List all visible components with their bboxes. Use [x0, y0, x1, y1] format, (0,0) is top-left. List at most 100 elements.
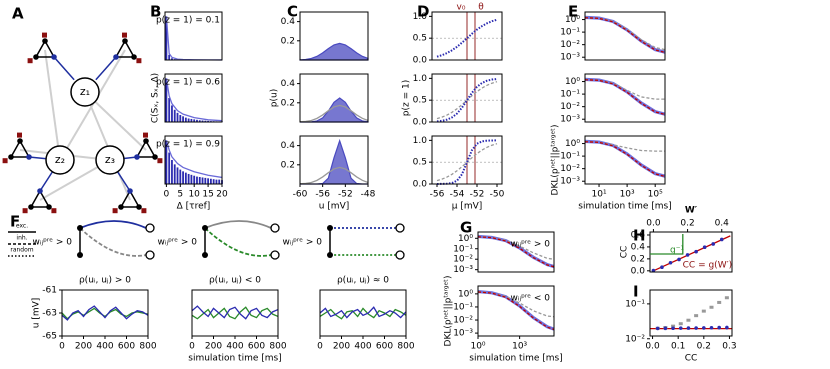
x-tick-label: -48 — [361, 190, 376, 200]
neuron — [127, 188, 133, 194]
chart: 0.2 0.4p(u) — [270, 73, 369, 123]
bar — [190, 118, 193, 122]
y-tick-label: 0.2 — [281, 98, 295, 108]
neuron — [77, 252, 83, 258]
panel-label: B — [150, 3, 161, 21]
chart: C(Sₓ, Sₓ, Δ)p(z = 1) = 0.6 — [151, 73, 223, 123]
arrow — [116, 170, 131, 192]
bar — [173, 164, 176, 184]
y-tick-label: 10⁰ — [458, 289, 473, 299]
bar — [196, 119, 198, 122]
neuron — [143, 138, 149, 144]
y-tick-label: 0.5 — [413, 96, 427, 106]
bar — [176, 112, 179, 122]
point — [685, 253, 690, 257]
plot-border — [431, 11, 503, 61]
neuron — [202, 252, 208, 258]
annotation: wᵢⱼᵖʳᵉ > 0 — [511, 240, 551, 250]
plot-border — [477, 231, 555, 273]
bar — [179, 115, 182, 122]
x-tick-label: 200 — [205, 342, 222, 352]
input-icon — [2, 158, 8, 164]
target — [395, 250, 405, 260]
target — [395, 223, 405, 233]
chart: 10⁰ 10⁻¹ 10⁻² 10⁻³ — [560, 73, 666, 125]
line — [191, 305, 279, 320]
bar — [173, 109, 176, 122]
x-tick-label: 800 — [397, 342, 414, 352]
bar — [204, 177, 207, 184]
chart: 0.0 0.5 1.0 v₀ θ — [413, 3, 503, 66]
plot-frame — [585, 12, 665, 60]
plot-border — [649, 231, 733, 273]
node-label: z₂ — [55, 153, 65, 166]
legend-f: exc. inh. random — [8, 223, 36, 257]
panel-label: I — [633, 283, 639, 301]
bar — [182, 171, 184, 184]
target — [270, 223, 280, 233]
annotation: wᵢⱼᵖʳᵉ < 0 — [511, 294, 551, 304]
arrow — [79, 220, 147, 229]
bar — [168, 54, 171, 60]
point — [711, 242, 716, 246]
inverse-guide — [650, 234, 684, 255]
chart-title: ρ(uᵢ, uⱼ) < 0 — [209, 276, 261, 286]
weight-label: wᵢⱼᵖʳᵉ > 0 — [33, 238, 73, 248]
x-tick-label: 0 — [189, 342, 195, 352]
y-tick-label: 10⁻² — [560, 102, 580, 112]
node-z2: z₂ — [45, 145, 75, 175]
bar — [165, 140, 168, 184]
x-tick-label: 10⁰ — [470, 342, 485, 352]
threshold-label: θ — [478, 3, 484, 13]
neuron — [26, 154, 32, 160]
point — [717, 300, 722, 304]
plot-border — [191, 289, 279, 337]
x-tick-label: 10 — [188, 190, 200, 200]
plot-border — [477, 285, 555, 337]
panel-label: C — [287, 3, 298, 21]
x-tick-label: 600 — [118, 342, 135, 352]
chart-title: ρ(uᵢ, uⱼ) ≈ 0 — [337, 276, 389, 286]
neuron — [113, 54, 119, 60]
x-tick-label: 0.4 — [715, 219, 730, 229]
plot-frame — [192, 290, 278, 336]
legend-text: exc. — [16, 223, 28, 230]
neuron — [46, 204, 52, 210]
line — [165, 78, 223, 122]
point — [671, 324, 676, 328]
x-tick-label: 0 — [317, 342, 323, 352]
point — [694, 314, 699, 318]
point — [694, 326, 698, 330]
bar — [215, 179, 218, 184]
neuron — [42, 38, 48, 44]
arrow — [95, 56, 117, 81]
x-tick-label: 20 — [216, 190, 228, 200]
point — [651, 268, 656, 273]
legend-text: random — [10, 247, 33, 254]
bar — [184, 172, 187, 184]
point — [709, 325, 714, 330]
x-tick-label: -52 — [338, 190, 353, 200]
point — [701, 309, 706, 313]
x-axis-label: simulation time [ms] — [469, 354, 562, 364]
annotation: p(z = 1) = 0.9 — [156, 140, 220, 150]
point — [694, 249, 698, 254]
chart: 0.2 0.4 — [281, 11, 369, 61]
bar — [171, 160, 173, 184]
point — [702, 326, 706, 330]
bar — [207, 178, 209, 184]
y-tick-label: 1.0 — [413, 74, 428, 84]
line — [436, 81, 498, 120]
y-tick-label: -65 — [42, 332, 57, 342]
y-tick-label: 10⁰ — [565, 139, 580, 149]
y-tick-label: 10⁻² — [560, 164, 580, 174]
target — [270, 250, 280, 260]
y-tick-label: 0.2 — [281, 160, 295, 170]
bar — [201, 177, 204, 184]
bar — [179, 169, 182, 184]
y-axis-label: u [mV] — [32, 298, 42, 329]
x-tick-label: 10³ — [620, 190, 635, 200]
bar — [209, 178, 212, 184]
line — [61, 305, 149, 321]
